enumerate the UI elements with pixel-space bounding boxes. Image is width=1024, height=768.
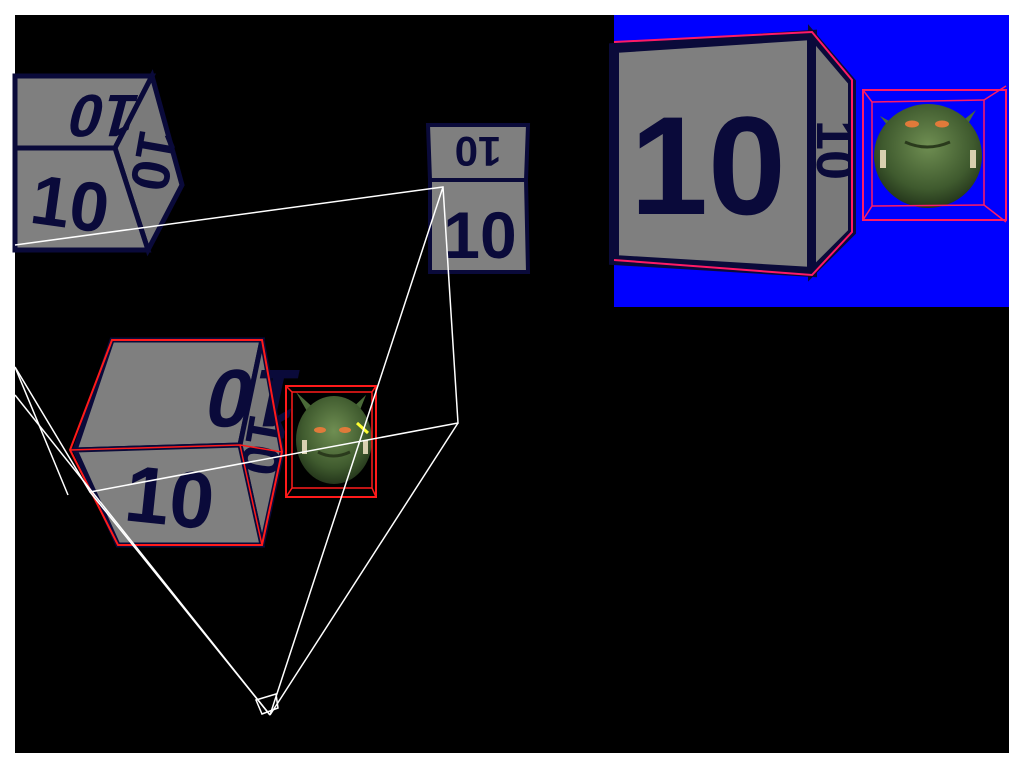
- goblin-head-icon: [874, 104, 982, 208]
- selection-marker: [355, 421, 370, 435]
- cube-top-center-top-label: 10: [455, 128, 502, 175]
- cube-main[interactable]: 10 10 10: [68, 337, 309, 548]
- inset-camera-view[interactable]: 10 10: [609, 15, 1009, 307]
- cube-top-left-side-label: 10: [118, 126, 188, 196]
- cube-top-left-front-label: 10: [26, 160, 114, 248]
- camera-frustum: [14, 186, 459, 716]
- inset-cube[interactable]: 10 10: [609, 24, 865, 282]
- inset-cube-side-label: 10: [805, 120, 865, 180]
- cube-top-center-front-label: 10: [443, 198, 516, 272]
- inset-goblin[interactable]: [862, 85, 1007, 223]
- cube-main-top-label: 10: [198, 352, 309, 444]
- cube-top-center[interactable]: 10 10: [425, 123, 531, 274]
- inset-cube-front-label: 10: [630, 87, 786, 244]
- cube-top-left[interactable]: 10 10 10: [12, 69, 188, 257]
- cube-main-front-label: 10: [121, 449, 219, 547]
